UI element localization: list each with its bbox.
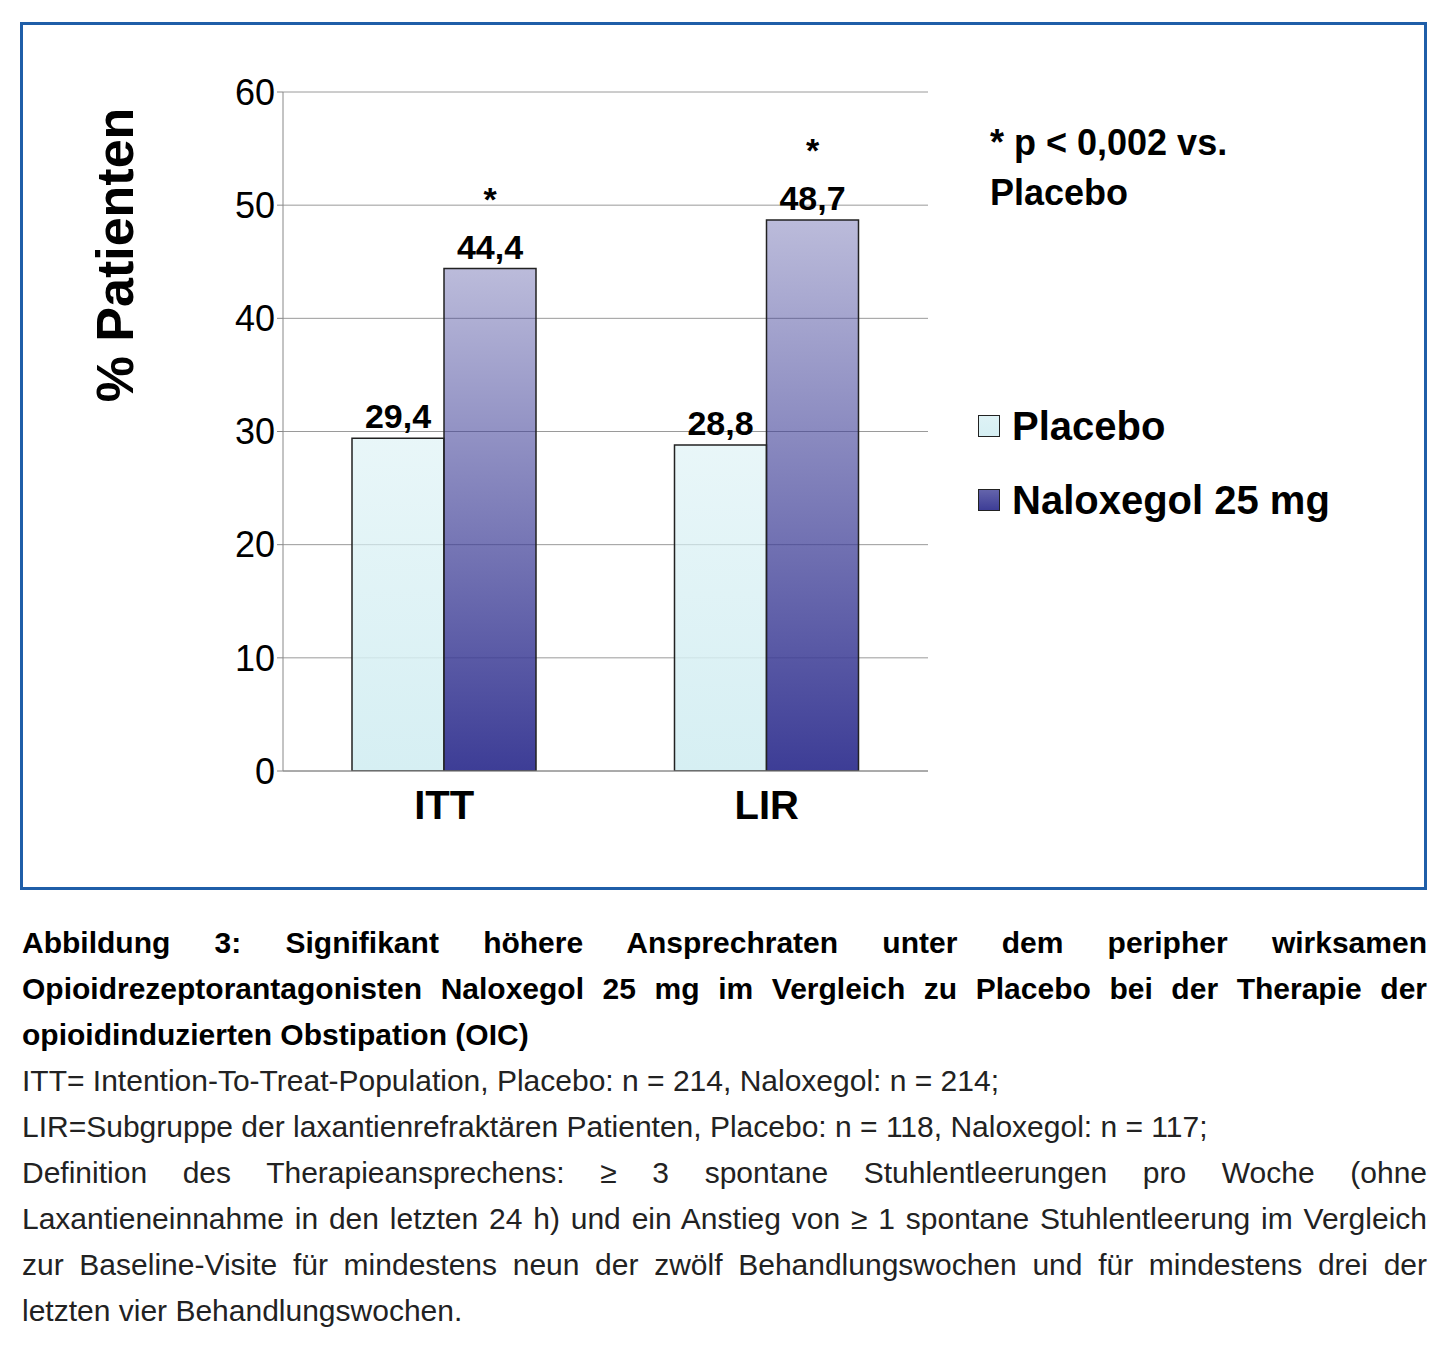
svg-text:28,8: 28,8: [687, 404, 753, 442]
html-text:ITT= Intention-To-Treat-Popula: ITT= Intention-To-Treat-Population, Plac…: [22, 1064, 999, 1097]
svg-text:20: 20: [235, 524, 275, 565]
svg-text:LIR: LIR: [735, 783, 800, 827]
html-text:Abbildung 3: Signifikant höher: Abbildung 3: Signifikant höhere Ansprech…: [22, 926, 1427, 1051]
svg-text:48,7: 48,7: [779, 179, 845, 217]
svg-text:10: 10: [235, 638, 275, 679]
svg-text:*: *: [483, 180, 497, 218]
svg-text:50: 50: [235, 185, 275, 226]
svg-text:*: *: [806, 131, 820, 169]
svg-text:60: 60: [235, 72, 275, 113]
html-text:Definition des Therapieansprec: Definition des Therapieansprechens: ≥ 3 …: [22, 1156, 1427, 1327]
html-text:* p < 0,002 vs. Placebo: * p < 0,002 vs. Placebo: [990, 122, 1228, 213]
svg-text:30: 30: [235, 411, 275, 452]
html-text:LIR=Subgruppe der laxantienref: LIR=Subgruppe der laxantienrefraktären P…: [22, 1110, 1208, 1143]
svg-text:44,4: 44,4: [457, 228, 523, 266]
html-text:Naloxegol 25 mg: Naloxegol 25 mg: [1012, 477, 1330, 522]
svg-text:ITT: ITT: [414, 783, 474, 827]
svg-text:40: 40: [235, 298, 275, 339]
svg-text:0: 0: [255, 751, 275, 792]
svg-text:29,4: 29,4: [365, 397, 431, 435]
html-text:Placebo: Placebo: [1012, 403, 1166, 448]
html-text:% Patienten: % Patienten: [86, 107, 144, 403]
